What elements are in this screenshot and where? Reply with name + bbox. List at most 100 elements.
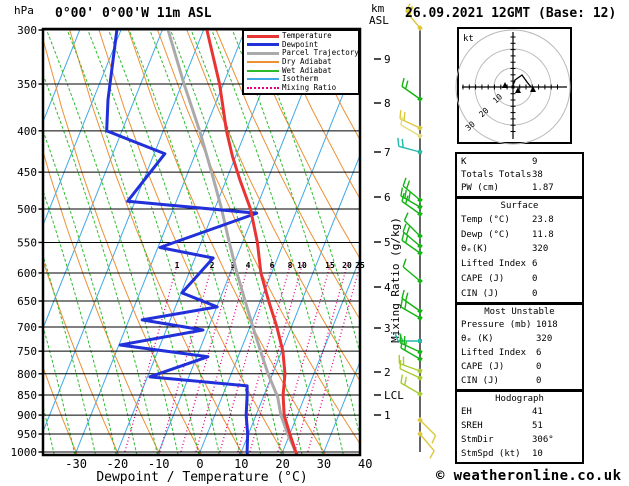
stat-label: Dewp (°C) [461,229,510,240]
stat-value: 38 [532,169,543,180]
pressure-tick-label: 800 [17,368,37,381]
stat-table-indices: K 9 Totals Totals 38 PW (cm) 1.87 [455,152,584,198]
stat-label: PW (cm) [461,183,499,194]
temp-axis-labels: -30 -20 -10 0 10 20 30 40 Dewpoint / Tempera… [65,457,372,485]
legend-item: Temperature [247,32,358,40]
temp-tick-label: 20 [275,457,289,471]
wind-barb [400,187,423,210]
parcel_trajectory-curve [166,29,299,455]
wind-barb [402,177,423,203]
wind-barb [400,339,423,362]
pressure-tick-label: 300 [17,24,37,37]
pressure-tick-label: 850 [17,389,37,402]
wind-barb [417,431,435,459]
stat-label: θₑ(K) [461,244,489,255]
pressure-tick-label: 900 [17,409,37,422]
mixing-ratio-axis-label: Mixing Ratio (g/kg) [389,217,402,343]
temp-tick-label: 30 [317,457,331,471]
km-tick-label: 8 [384,97,391,110]
km-tick-label: 4 [384,281,391,294]
stat-label: CIN (J) [461,288,499,299]
stat-value: 320 [536,334,553,344]
legend-item: Isotherm [247,75,358,83]
km-tick-label: 5 [384,236,391,249]
wind-barb [397,137,423,155]
stat-value: 306° [532,435,554,445]
pressure-tick-label: 950 [17,428,37,441]
wind-barb [400,116,423,139]
stat-row: CIN (J) 0 [457,288,582,300]
km-axis-unit: km [371,2,385,15]
stat-row: Lifted Index 6 [457,347,582,359]
mixing-ratio-value: 6 [270,261,275,270]
hodograph-trace [511,74,532,89]
stat-table-hodograph: Hodograph EH 41 SREH 51 StmDir 306° StmSpd (kt)… [455,390,584,464]
stat-value: 0 [532,288,538,299]
km-tick-label: 6 [384,191,391,204]
legend-swatch-dry-adiabat [247,60,279,63]
pressure-tick-label: 400 [17,125,37,138]
legend-swatch-isotherm [247,78,279,81]
stat-value: 23.8 [532,215,554,226]
mixing-ratio-value: 15 [325,261,335,270]
pressure-axis-labels: 300 350 400 450 500 550 600 650 700 750 800 850 900 9… [11,24,38,459]
stat-row: EH 41 [457,406,582,418]
legend-label: Temperature [282,31,332,41]
legend-label: Wet Adiabat [282,65,332,75]
stat-value: 0 [532,273,538,284]
pressure-tick-label: 450 [17,166,37,179]
legend-item: Wet Adiabat [247,65,358,75]
wind-barb [399,360,423,381]
wind-barb [398,354,423,374]
km-tick-label: 9 [384,53,391,66]
plot-border [41,27,362,457]
stat-row: Dewp (°C) 11.8 [457,229,582,241]
stat-label: K [461,156,467,167]
stat-value: 51 [532,421,543,431]
stat-row: CAPE (J) 0 [457,273,582,285]
wind-barb [401,77,423,102]
stat-row: Totals Totals 38 [457,169,582,181]
legend-item: Dewpoint [247,40,358,49]
pressure-tick-label: 350 [17,78,37,91]
stat-label: θₑ (K) [461,334,494,344]
legend-swatch-temperature [247,34,279,38]
legend-label: Mixing Ratio [282,82,337,92]
stat-value: 9 [532,156,538,167]
legend-box: Temperature Dewpoint Parcel Trajectory Dry … [242,29,360,95]
wind-barb [399,110,423,131]
mixing-ratio-value: 4 [246,261,251,270]
pressure-axis-unit: hPa [14,4,34,17]
stat-label: Lifted Index [461,348,527,358]
stat-label: SREH [461,421,483,431]
legend-item: Dry Adiabat [247,57,358,66]
stat-row: CAPE (J) 0 [457,361,582,373]
km-tick-label: 2 [384,366,391,379]
dewpoint-curve [105,29,259,455]
pressure-tick-label: 700 [17,321,37,334]
stat-label: Temp (°C) [461,215,510,226]
mixing-ratio-value: 20 [342,261,352,270]
stat-value: 320 [532,244,549,255]
stat-value: 41 [532,407,543,417]
stat-row: Temp (°C) 23.8 [457,214,582,226]
mixing-ratio-value: 3 [231,261,236,270]
legend-swatch-wet-adiabat [247,69,279,72]
wind-barb [400,298,423,321]
stat-value: 6 [536,348,542,358]
stat-row: SREH 51 [457,420,582,432]
mixing-ratio-value: 2 [210,261,215,270]
stat-row: StmDir 306° [457,434,582,446]
pressure-tick-label: 550 [17,236,37,249]
pressure-tick-label: 750 [17,345,37,358]
stat-row: Lifted Index 6 [457,258,582,270]
km-axis-asl: ASL [369,14,389,27]
pressure-tick-label: 500 [17,203,37,216]
stat-row: θₑ(K) 320 [457,243,582,255]
stat-label: StmSpd (kt) [461,449,521,459]
km-axis: 9 8 7 6 5 4 3 2 1 LCL Mixing Ratio (g/kg) [374,53,404,422]
hodograph-marker [530,86,536,92]
